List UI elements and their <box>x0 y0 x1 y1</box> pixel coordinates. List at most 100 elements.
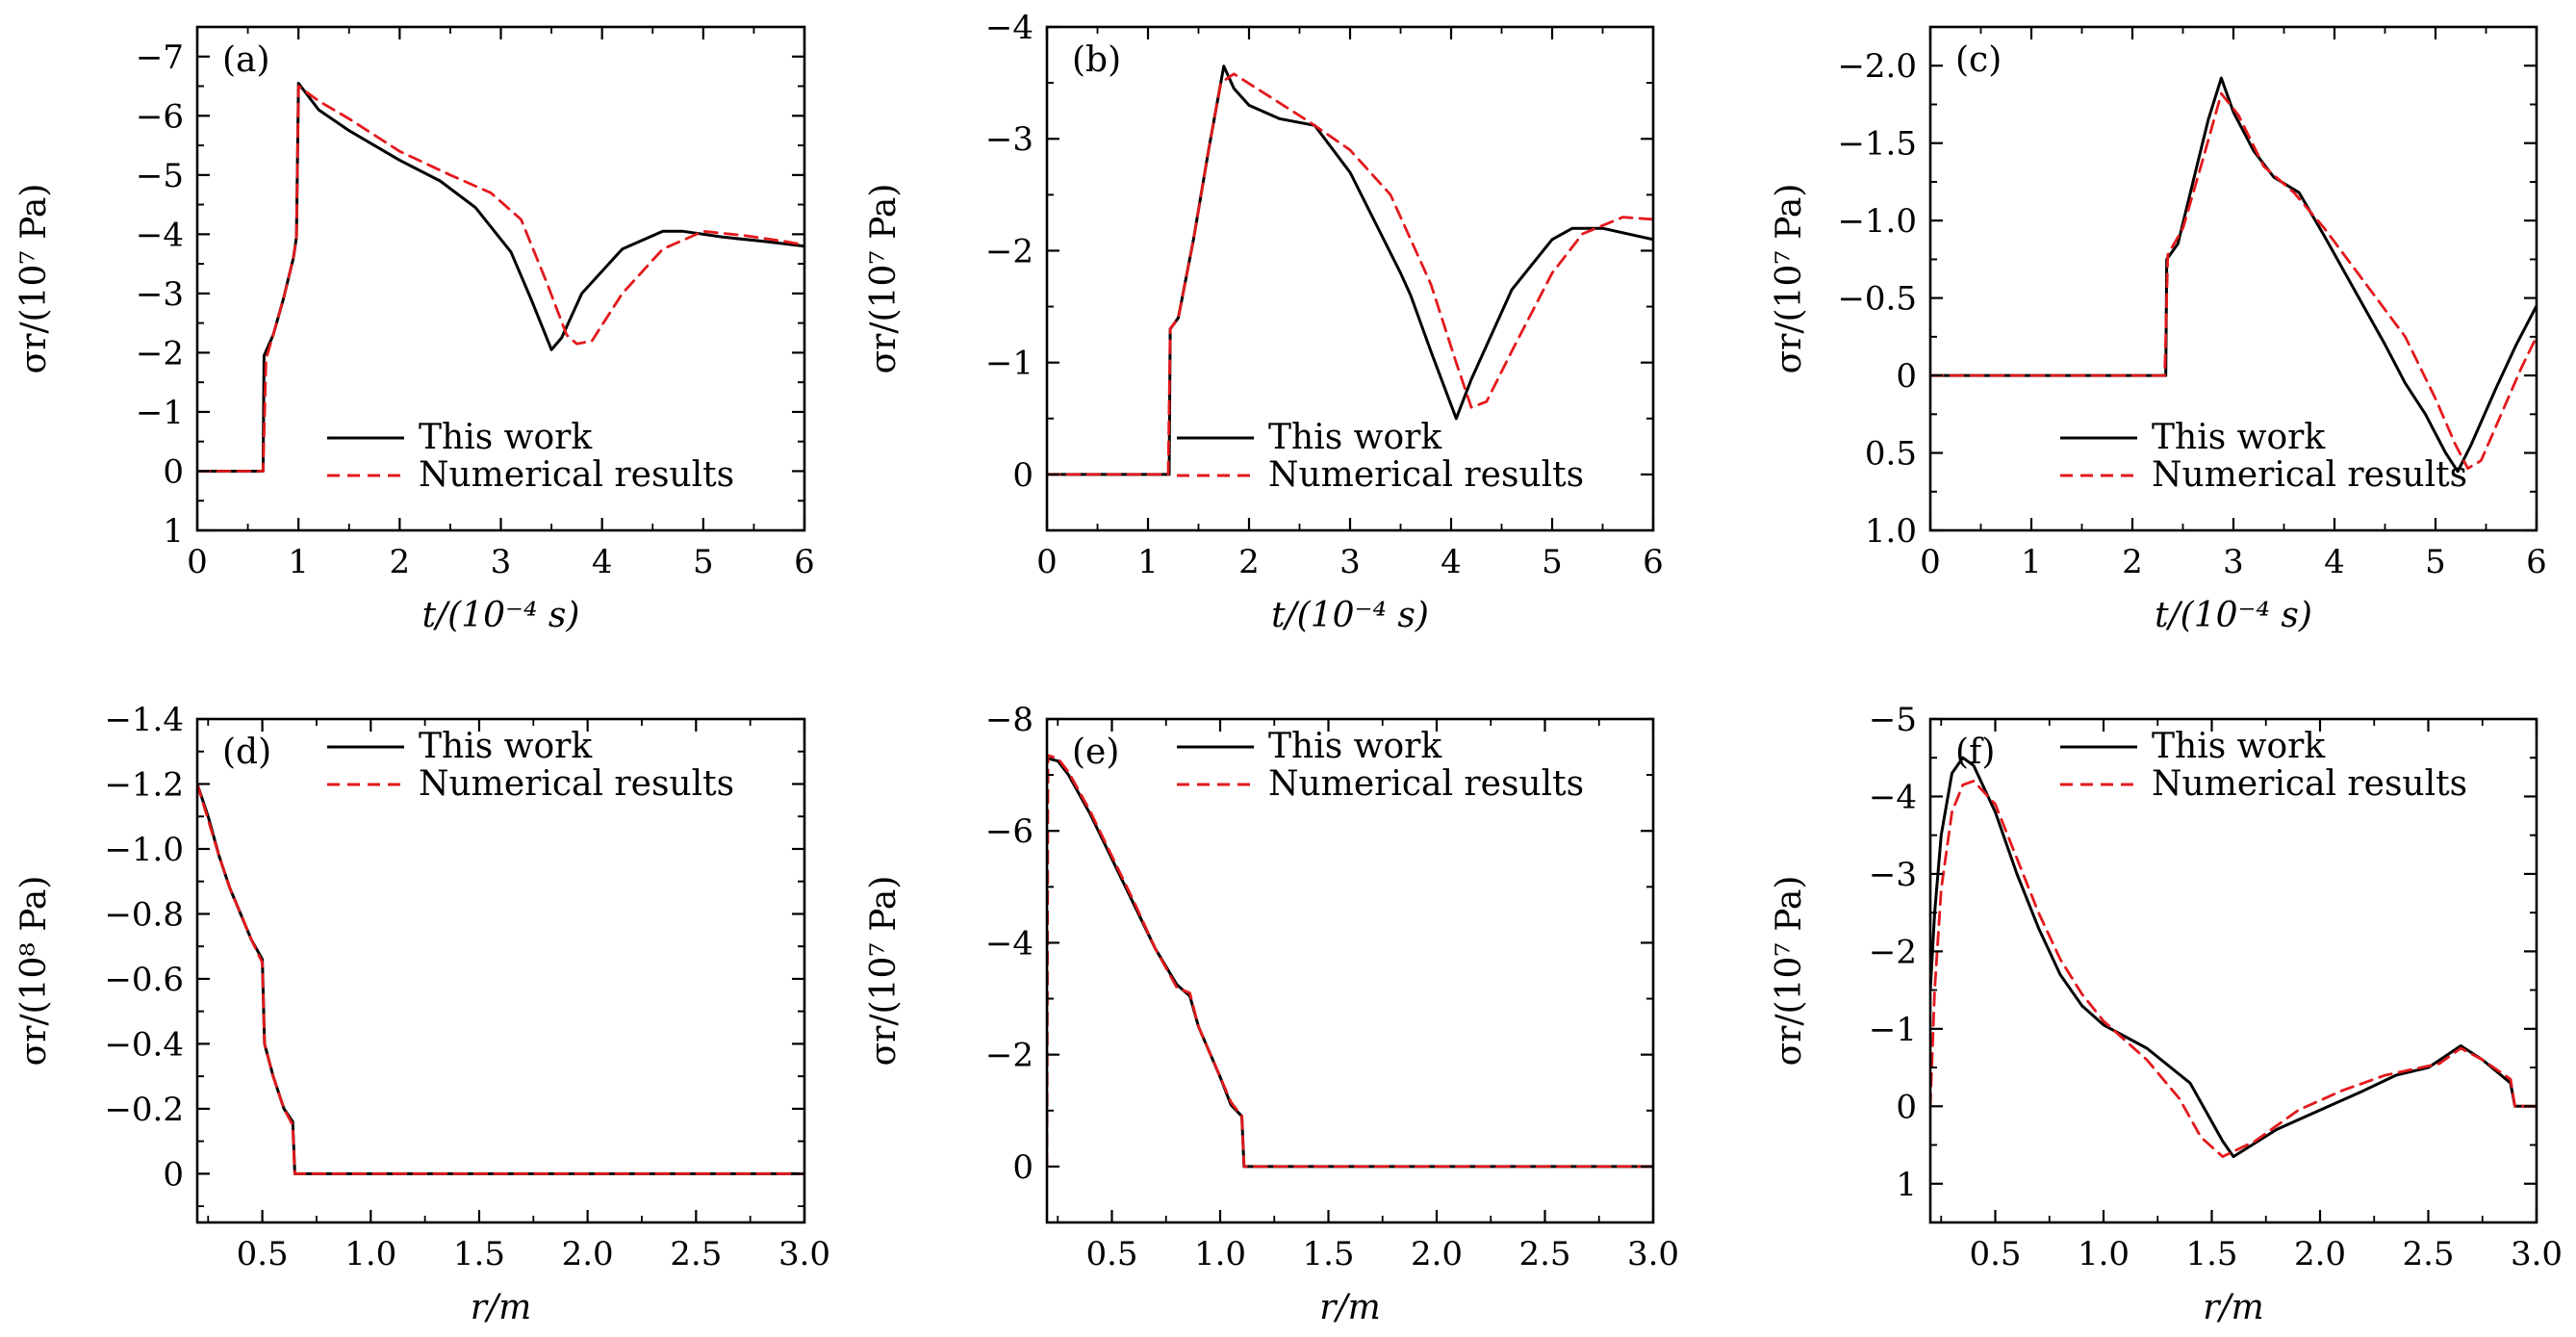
series-numerical-results-line <box>197 783 804 1175</box>
y-tick-label: −3 <box>985 120 1033 159</box>
series-numerical-results-line <box>1047 754 1653 1169</box>
y-tick-label: 0 <box>1012 1148 1033 1187</box>
y-tick-label: −1.0 <box>104 831 184 869</box>
y-axis-label: σr/(10⁷ Pa) <box>1770 184 1809 374</box>
x-tick-label: 0 <box>1920 543 1941 581</box>
y-tick-label: −1.0 <box>1837 202 1917 241</box>
y-tick-label: −7 <box>136 39 184 77</box>
panel-label: (d) <box>222 733 271 772</box>
y-tick-label: −4 <box>136 216 184 254</box>
y-axis-label: σr/(10⁷ Pa) <box>14 184 54 374</box>
series-this-work-line <box>1047 64 1653 476</box>
legend-label: This work <box>2152 418 2326 457</box>
series-numerical-results-line <box>1930 780 2537 1158</box>
x-axis-label: t/(10⁻⁴ s) <box>422 596 580 635</box>
y-tick-label: −3 <box>136 275 184 314</box>
x-tick-label: 4 <box>2324 543 2345 581</box>
panel-label: (e) <box>1072 733 1119 772</box>
x-axis-label: r/m <box>1319 1288 1380 1327</box>
y-tick-label: 0 <box>1896 1088 1917 1126</box>
x-tick-label: 0.5 <box>1969 1235 2021 1273</box>
y-tick-label: −8 <box>985 701 1033 739</box>
x-tick-label: 6 <box>1643 543 1664 581</box>
y-tick-label: 1 <box>1896 1166 1917 1204</box>
y-tick-label: −2 <box>1869 933 1917 971</box>
x-tick-label: 3.0 <box>2511 1235 2563 1273</box>
y-tick-label: −2.0 <box>1837 47 1917 86</box>
y-tick-label: −4 <box>1869 778 1917 816</box>
y-tick-label: −1 <box>1869 1011 1917 1049</box>
x-tick-label: 1 <box>1137 543 1159 581</box>
legend-label: This work <box>2152 727 2326 766</box>
y-axis-label: σr/(10⁸ Pa) <box>14 876 54 1067</box>
legend-label: This work <box>419 418 593 457</box>
legend-label: This work <box>1268 418 1442 457</box>
series-this-work-line <box>1930 76 2537 474</box>
panel-label: (c) <box>1955 40 2002 80</box>
y-tick-label: −1.5 <box>1837 125 1917 164</box>
x-tick-label: 3 <box>1339 543 1361 581</box>
plot-frame <box>1045 717 1655 1224</box>
x-tick-label: 2 <box>390 543 411 581</box>
x-tick-label: 2 <box>1238 543 1260 581</box>
y-tick-label: −1 <box>985 345 1033 383</box>
x-axis-label: r/m <box>471 1288 531 1327</box>
y-tick-label: 0.5 <box>1865 435 1917 474</box>
panel-label: (b) <box>1072 40 1121 80</box>
y-tick-label: −3 <box>1869 856 1917 894</box>
series-numerical-results-line <box>1930 91 2537 470</box>
x-tick-label: 1 <box>288 543 309 581</box>
x-tick-label: 2.5 <box>2402 1235 2454 1273</box>
x-tick-label: 2.5 <box>670 1235 722 1273</box>
y-tick-label: −0.2 <box>104 1091 184 1129</box>
y-tick-label: −4 <box>985 924 1033 963</box>
panel-label: (f) <box>1955 733 1995 772</box>
legend-label: This work <box>1268 727 1442 766</box>
y-axis-label: σr/(10⁷ Pa) <box>864 184 904 374</box>
legend-label: Numerical results <box>1268 764 1584 804</box>
legend-label: Numerical results <box>2152 455 2467 495</box>
y-tick-label: −0.6 <box>104 961 184 999</box>
y-tick-label: −0.5 <box>1837 280 1917 319</box>
x-tick-label: 3.0 <box>1627 1235 1679 1273</box>
y-tick-label: 1.0 <box>1865 512 1917 551</box>
x-tick-label: 5 <box>693 543 714 581</box>
x-tick-label: 3 <box>491 543 512 581</box>
y-tick-label: −1 <box>136 394 184 432</box>
y-tick-label: −2 <box>985 232 1033 270</box>
series-this-work-line <box>197 783 804 1175</box>
x-tick-label: 0.5 <box>1085 1235 1137 1273</box>
y-tick-label: 0 <box>1896 357 1917 396</box>
series-this-work-line <box>1047 757 1653 1169</box>
x-tick-label: 2 <box>2122 543 2143 581</box>
x-tick-label: 1.5 <box>1302 1235 1354 1273</box>
x-tick-label: 0.5 <box>237 1235 289 1273</box>
legend-label: Numerical results <box>2152 764 2467 804</box>
y-tick-label: −2 <box>985 1037 1033 1075</box>
series-numerical-results-line <box>197 85 804 473</box>
x-tick-label: 5 <box>1542 543 1563 581</box>
plot-frame <box>195 717 806 1224</box>
y-tick-label: 0 <box>1012 456 1033 495</box>
x-tick-label: 1.0 <box>2078 1235 2130 1273</box>
series-numerical-results-line <box>1047 72 1653 476</box>
x-tick-label: 2.0 <box>2294 1235 2346 1273</box>
x-tick-label: 2.0 <box>1411 1235 1463 1273</box>
x-tick-label: 1 <box>2021 543 2042 581</box>
x-axis-label: t/(10⁻⁴ s) <box>1271 596 1429 635</box>
x-tick-label: 4 <box>1441 543 1462 581</box>
y-tick-label: −2 <box>136 334 184 373</box>
legend-label: Numerical results <box>419 764 734 804</box>
legend-label: Numerical results <box>419 455 734 495</box>
x-tick-label: 2.0 <box>562 1235 614 1273</box>
x-tick-label: 6 <box>2526 543 2547 581</box>
y-axis-label: σr/(10⁷ Pa) <box>864 876 904 1067</box>
x-tick-label: 6 <box>794 543 815 581</box>
panel-e: 0.5 1.0 1.5 2.0 2.5 3.0 0 −2 −4 −6 −8 (e) This workN… <box>864 701 1679 1327</box>
x-tick-label: 1.0 <box>344 1235 396 1273</box>
y-tick-label: −0.8 <box>104 895 184 934</box>
x-tick-label: 2.5 <box>1518 1235 1570 1273</box>
panel-c: 0 1 2 3 4 5 6 1.0 0.5 0 −0.5 −1.0 −1.5 −2.0 (c) This wo… <box>1770 25 2547 635</box>
panel-d: 0.5 1.0 1.5 2.0 2.5 3.0 0 −0.2 −0.4 −0.6 −0.8 −1.0 −… <box>14 701 830 1327</box>
